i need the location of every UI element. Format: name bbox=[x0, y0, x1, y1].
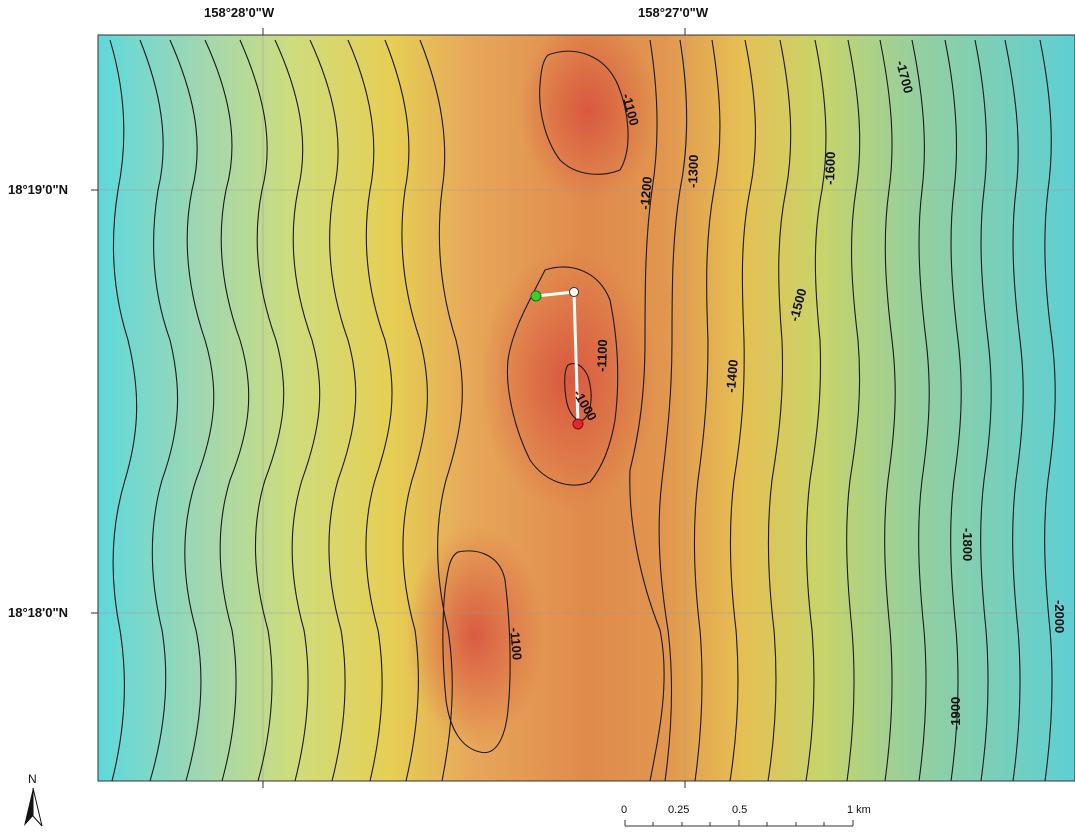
peak-shading-north bbox=[518, 35, 658, 200]
contour-line bbox=[239, 39, 285, 781]
map-frame bbox=[97, 34, 1075, 782]
lat-label-2: 18°18'0"N bbox=[8, 605, 68, 620]
contour-line bbox=[974, 39, 992, 781]
contour-label-1900: -1900 bbox=[948, 697, 963, 730]
contour-line bbox=[693, 39, 721, 781]
contour-peak-center bbox=[506, 266, 619, 486]
contour-line bbox=[169, 39, 215, 781]
contour-line bbox=[309, 39, 357, 781]
contour-label-1100-center: -1100 bbox=[594, 339, 610, 372]
contour-label-1600: -1600 bbox=[822, 151, 838, 185]
contour-line bbox=[1004, 39, 1024, 781]
contour-peak-south bbox=[442, 550, 511, 754]
contour-line bbox=[419, 39, 463, 781]
contour-line bbox=[846, 39, 861, 781]
scale-label-025: 0.25 bbox=[668, 804, 690, 816]
scale-bar bbox=[624, 820, 854, 827]
contour-line bbox=[658, 39, 688, 781]
contour-line bbox=[1039, 39, 1056, 781]
contour-label-1300: -1300 bbox=[685, 154, 701, 188]
lon-label-2: 158°27'0"W bbox=[638, 5, 709, 20]
scale-label-1km: 1 km bbox=[847, 804, 871, 816]
contour-line bbox=[109, 39, 138, 781]
contour-line bbox=[805, 39, 827, 781]
lat-label-1: 18°19'0"N bbox=[8, 182, 68, 197]
contour-line bbox=[139, 39, 179, 781]
waypoint-marker bbox=[569, 287, 579, 297]
contour-line bbox=[911, 39, 930, 781]
contour-line bbox=[204, 39, 250, 781]
contour-line bbox=[767, 39, 792, 781]
contour-label-2000: -2000 bbox=[1052, 600, 1067, 633]
contour-label-1800: -1800 bbox=[960, 528, 975, 561]
contour-peak-center-inner bbox=[564, 363, 592, 421]
scale-label-05: 0.5 bbox=[732, 804, 748, 816]
scale-label-0: 0 bbox=[621, 804, 628, 816]
north-arrow-icon bbox=[24, 787, 43, 827]
end-marker bbox=[572, 418, 584, 430]
contour-label-1200: -1200 bbox=[637, 176, 655, 210]
contour-label-1400: -1400 bbox=[723, 359, 741, 393]
contour-line bbox=[384, 39, 428, 781]
contour-peak-north bbox=[539, 50, 629, 175]
peak-shading-south bbox=[405, 525, 545, 745]
contour-line bbox=[347, 39, 393, 781]
lon-label-1: 158°28'0"W bbox=[204, 5, 275, 20]
contour-line bbox=[274, 39, 321, 781]
contour-line bbox=[944, 39, 962, 781]
contour-label-1100-south: -1100 bbox=[507, 627, 525, 661]
north-label: N bbox=[28, 772, 37, 786]
start-marker bbox=[530, 290, 542, 302]
peak-shading-center bbox=[478, 250, 658, 510]
contour-line bbox=[629, 39, 665, 781]
contour-line bbox=[879, 39, 896, 781]
contour-line bbox=[729, 39, 757, 781]
